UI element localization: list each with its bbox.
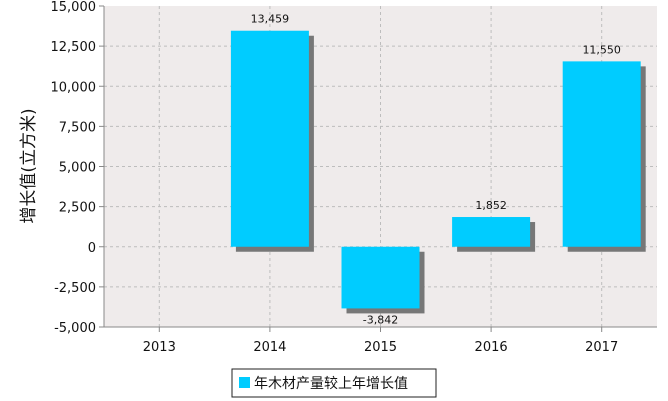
data-label: -3,842 bbox=[363, 313, 398, 326]
legend-swatch bbox=[239, 377, 250, 388]
data-label: 1,852 bbox=[475, 199, 507, 212]
x-tick-label: 2017 bbox=[585, 340, 618, 355]
y-tick-label: 7,500 bbox=[59, 120, 96, 135]
data-labels: 13,459 -3,842 1,852 11,550 bbox=[251, 13, 621, 327]
legend-box bbox=[231, 368, 437, 398]
bar bbox=[562, 61, 641, 247]
y-tick-label: -2,500 bbox=[54, 281, 96, 296]
x-tick-label: 2014 bbox=[253, 340, 286, 355]
bars bbox=[230, 30, 646, 314]
legend-label: 年木材产量较上年增长值 bbox=[254, 376, 408, 392]
y-tick-label: 15,000 bbox=[51, 0, 97, 15]
data-label: 13,459 bbox=[251, 13, 290, 26]
bar bbox=[452, 217, 531, 247]
x-tick-label: 2016 bbox=[475, 340, 508, 355]
y-tick-label: 10,000 bbox=[51, 80, 97, 95]
y-tick-label: 5,000 bbox=[59, 161, 96, 176]
data-label: 11,550 bbox=[582, 43, 621, 56]
y-tick-label: 2,500 bbox=[59, 201, 96, 216]
bar bbox=[341, 246, 420, 309]
x-tick-label: 2015 bbox=[364, 340, 397, 355]
y-tick-label: 12,500 bbox=[51, 40, 97, 55]
x-tick-label: 2013 bbox=[143, 340, 176, 355]
y-axis-title: 增长值(立方米) bbox=[19, 108, 39, 223]
x-axis-ticks: 2013 2014 2015 2016 2017 bbox=[143, 340, 618, 355]
legend: 年木材产量较上年增长值 bbox=[231, 368, 437, 398]
bar bbox=[230, 30, 309, 247]
y-tick-label: -5,000 bbox=[54, 321, 96, 336]
y-tick-label: 0 bbox=[88, 241, 96, 256]
y-axis-ticks: 15,000 12,500 10,000 7,500 5,000 2,500 0 -2,500… bbox=[51, 0, 97, 336]
